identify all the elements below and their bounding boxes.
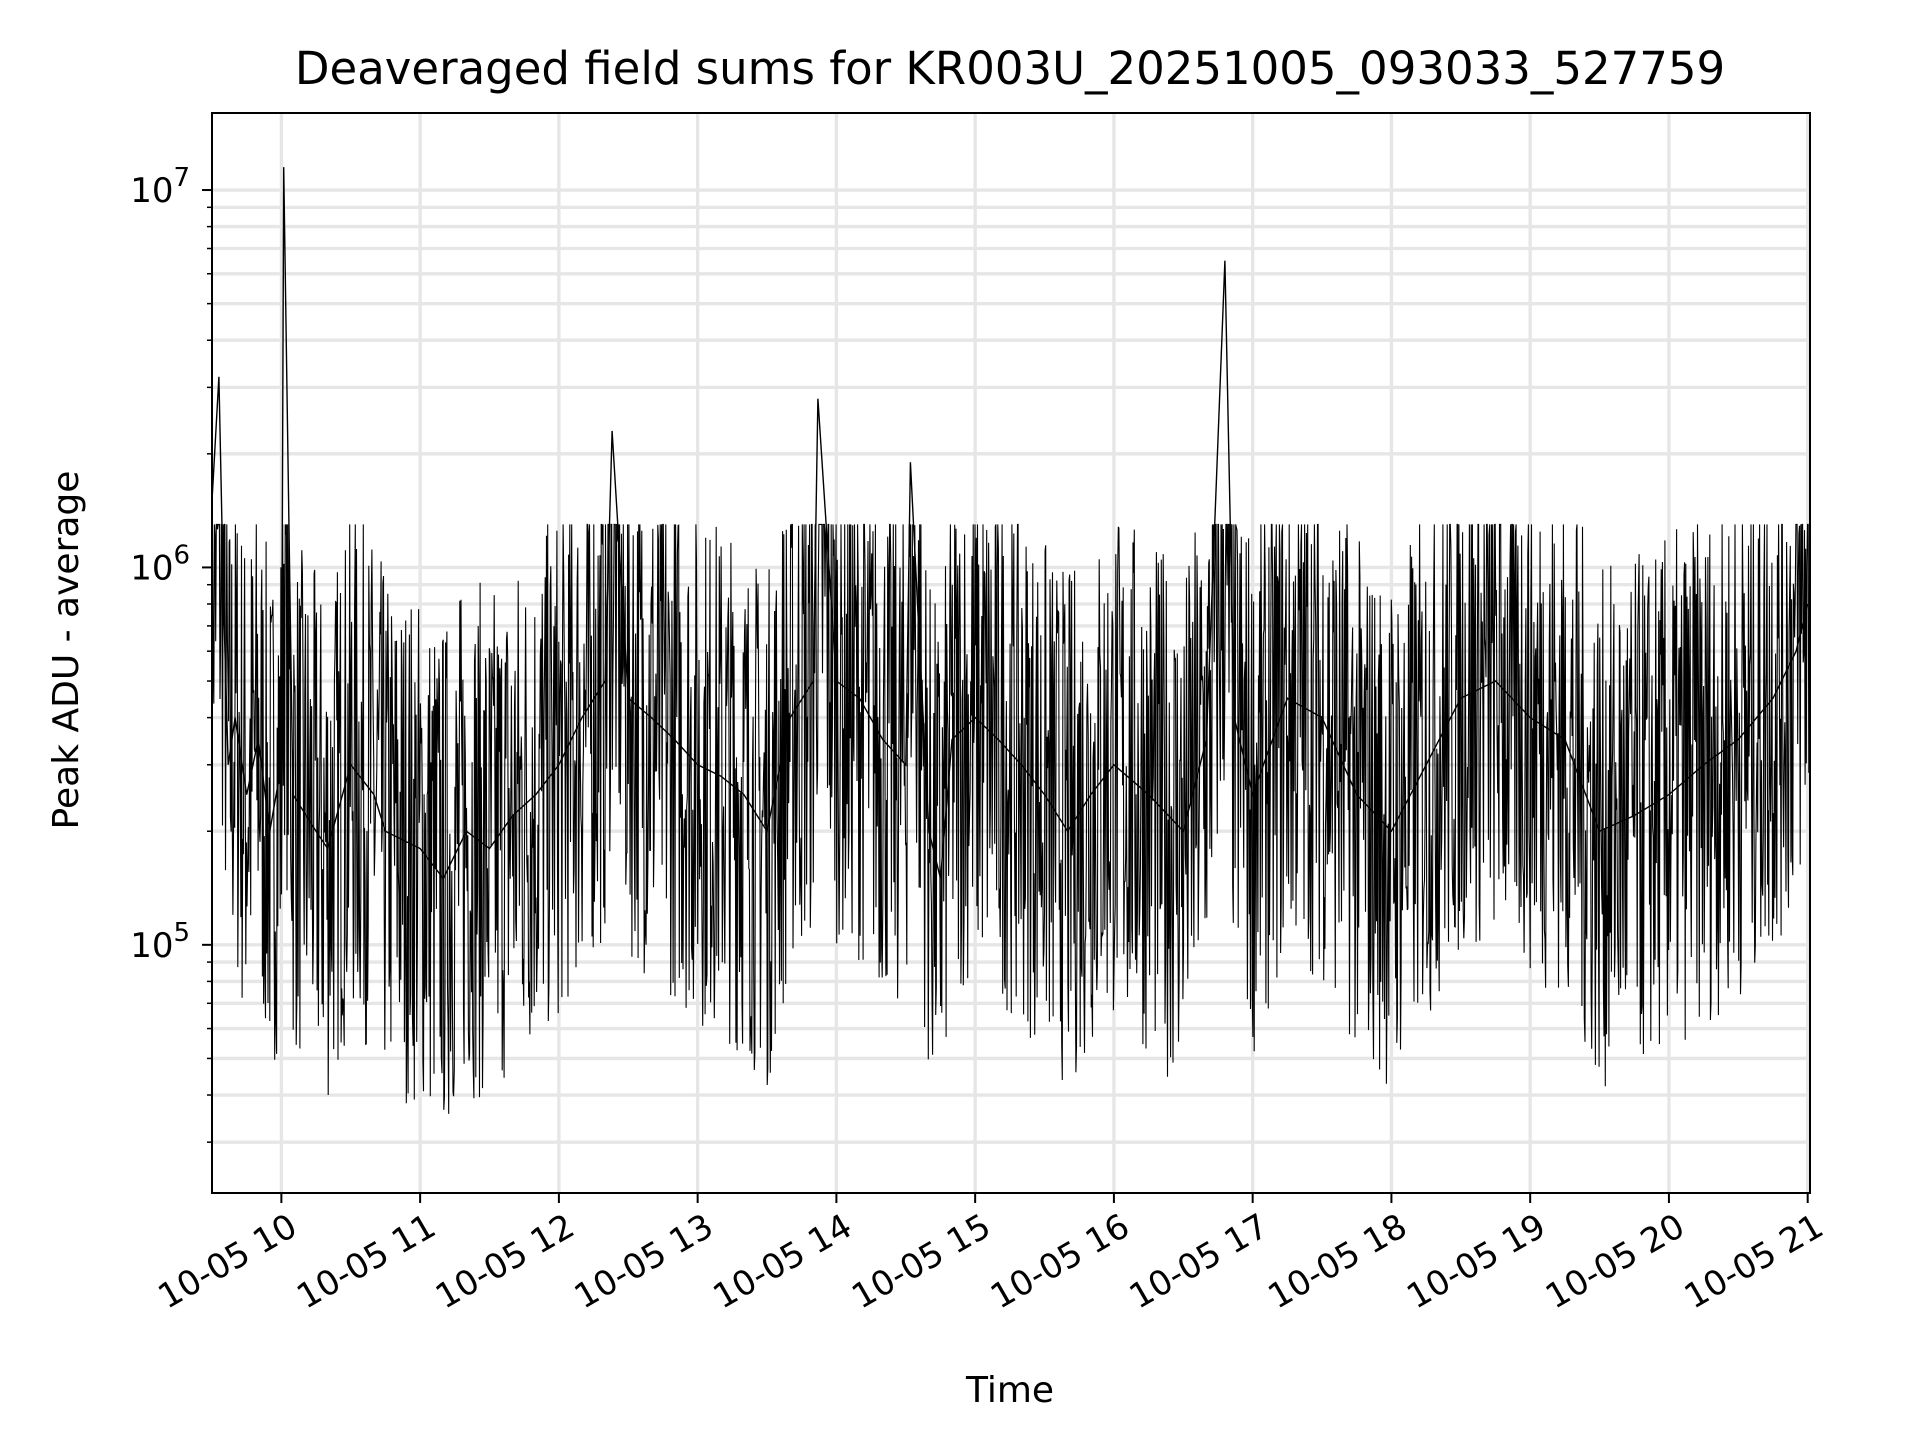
x-axis-label: Time: [965, 1370, 1054, 1411]
y-tick-label: 106: [130, 540, 190, 588]
y-tick-label: 107: [130, 163, 190, 211]
series-line: [211, 167, 1809, 880]
chart-title: Deaveraged field sums for KR003U_2025100…: [295, 42, 1725, 95]
y-axis-label: Peak ADU - average: [46, 471, 87, 830]
series-dense-trace: [211, 523, 1811, 1114]
y-tick-label: 105: [130, 918, 190, 966]
grid-lines: [212, 113, 1810, 1193]
y-axis-ticks: 105 106 107: [130, 163, 212, 1143]
series-layer: [211, 167, 1809, 880]
data-envelope: [211, 523, 1811, 1114]
plot-frame: [211, 112, 1811, 1194]
